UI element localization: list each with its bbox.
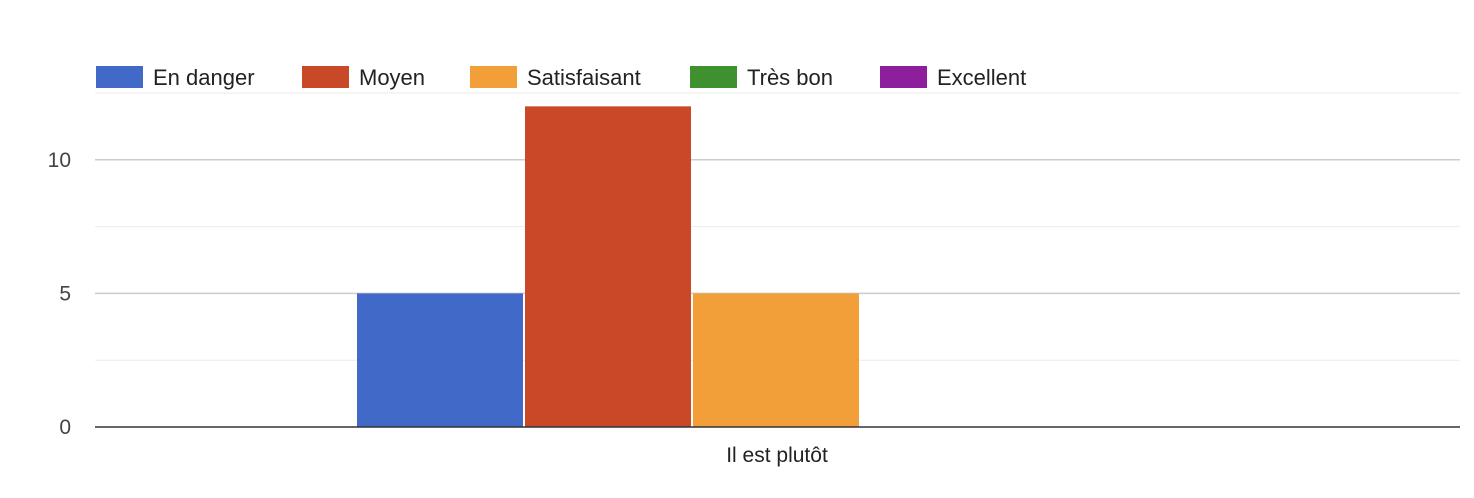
legend-item-moyen: Moyen: [302, 65, 425, 90]
legend-swatch: [470, 66, 517, 88]
bars: [357, 106, 859, 428]
legend: En danger Moyen Satisfaisant Très bon Excell…: [96, 65, 1026, 90]
legend-label: Très bon: [747, 65, 833, 90]
legend-swatch: [880, 66, 927, 88]
legend-label: Moyen: [359, 65, 425, 90]
bar-en-danger: [357, 293, 523, 427]
y-tick-label: 5: [59, 282, 71, 305]
legend-swatch: [96, 66, 143, 88]
legend-swatch: [302, 66, 349, 88]
axes: 0 5 10 Il est plutôt: [48, 149, 1460, 467]
y-tick-label: 10: [48, 149, 71, 172]
legend-label: En danger: [153, 65, 255, 90]
legend-swatch: [690, 66, 737, 88]
legend-item-excellent: Excellent: [880, 65, 1026, 90]
legend-label: Excellent: [937, 65, 1026, 90]
legend-label: Satisfaisant: [527, 65, 641, 90]
y-tick-label: 0: [59, 416, 71, 439]
legend-item-tr-s-bon: Très bon: [690, 65, 833, 90]
legend-item-en-danger: En danger: [96, 65, 255, 90]
bar-moyen: [525, 106, 691, 428]
x-category-label: Il est plutôt: [726, 444, 828, 467]
bar-satisfaisant: [693, 293, 859, 427]
legend-item-satisfaisant: Satisfaisant: [470, 65, 641, 90]
